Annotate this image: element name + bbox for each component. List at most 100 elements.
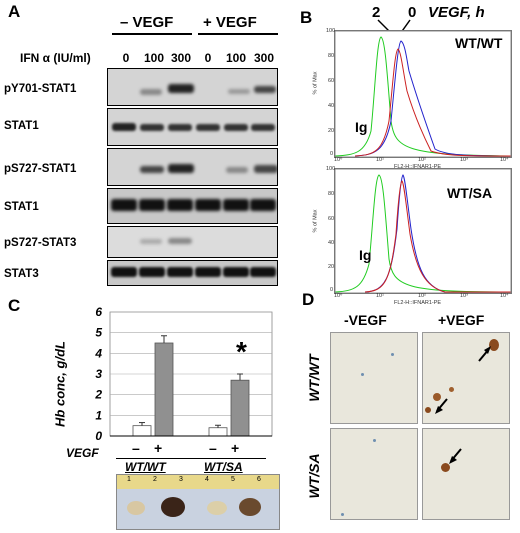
vegf-2h-curve — [364, 180, 511, 293]
xtick: 10² — [418, 157, 426, 163]
blot-strip — [107, 260, 278, 286]
band — [140, 166, 164, 173]
stained-cell — [425, 407, 431, 413]
band — [195, 199, 221, 211]
band — [111, 199, 137, 211]
stained-cell — [489, 339, 499, 351]
dose-label: 0 — [204, 51, 212, 65]
hb-ylabel: Hb conc, g/dL — [52, 341, 68, 427]
hb-bar-chart: 0 1 2 3 4 5 6 — [94, 305, 273, 443]
genotype-wtwt: WT/WT — [455, 35, 503, 51]
nucleus — [373, 439, 376, 442]
time-label-0h: 0 — [408, 4, 417, 21]
bar — [230, 379, 250, 437]
dose-label: 100 — [143, 51, 165, 65]
panel-c-letter: C — [8, 296, 21, 315]
stained-cell — [433, 393, 441, 401]
band — [139, 199, 165, 211]
band — [254, 86, 276, 93]
band — [223, 267, 249, 277]
xtick: 10⁰ — [334, 293, 343, 299]
band — [223, 199, 249, 211]
band — [251, 124, 275, 131]
y-tick-label: 0 — [95, 429, 102, 443]
ytick: 40 — [328, 240, 335, 246]
ifn-label: IFN α (IU/ml) — [20, 51, 91, 65]
ruler-mark: 1 — [127, 476, 131, 483]
ruler — [117, 475, 279, 489]
nucleus — [391, 353, 394, 356]
blot-label: STAT3 — [4, 268, 39, 280]
stained-cell — [449, 387, 454, 392]
y-tick-label: 2 — [94, 388, 102, 402]
ruler-mark: 5 — [231, 476, 235, 483]
vegf-0h-curve — [354, 40, 511, 157]
ihc-wtwt-minus — [330, 332, 418, 424]
col-plus-vegf: +VEGF — [438, 312, 485, 328]
genotype-wtsa: WT/SA — [447, 185, 493, 201]
facs-xlabel: FL2-H::IFNAR1-PE — [394, 164, 442, 170]
ruler-mark: 2 — [153, 476, 157, 483]
sign-minus-wtsa: – — [209, 440, 217, 456]
band — [168, 84, 194, 93]
row-wtsa: WT/SA — [306, 453, 322, 499]
band — [226, 167, 248, 173]
minus-vegf-underline — [112, 33, 192, 35]
blot-label: STAT1 — [4, 201, 39, 213]
plus-vegf-underline — [198, 33, 278, 35]
band — [112, 123, 136, 131]
ig-curve — [335, 36, 511, 157]
arrows — [449, 448, 462, 464]
xtick: 10¹ — [376, 293, 384, 299]
blot-strip — [107, 68, 278, 106]
band — [224, 124, 248, 131]
bar — [132, 425, 152, 437]
ihc-wtsa-minus — [330, 428, 418, 520]
ytick: 80 — [328, 53, 335, 59]
facs-ylabel: % of Max — [312, 71, 319, 95]
dose-label: 100 — [225, 51, 247, 65]
facs-curves — [335, 31, 511, 157]
ruler-mark: 6 — [257, 476, 261, 483]
ig-label: Ig — [359, 247, 372, 263]
band — [254, 165, 277, 173]
facs-ylabel: % of Max — [312, 209, 319, 233]
ytick: 40 — [328, 103, 335, 109]
y-tick-label: 1 — [95, 408, 102, 422]
blot-label: pY701-STAT1 — [4, 83, 77, 95]
arrow-head-icon — [449, 456, 457, 464]
band — [140, 239, 162, 244]
ytick: 80 — [328, 191, 335, 197]
y-tick-label: 6 — [95, 305, 102, 319]
xtick: 10³ — [460, 293, 468, 299]
xtick: 10³ — [460, 157, 468, 163]
ytick: 60 — [328, 78, 335, 84]
panel-b-letter: B — [300, 8, 313, 27]
genotype-wtwt-label: WT/WT — [125, 460, 166, 474]
y-tick-label: 5 — [95, 326, 102, 340]
stained-cell — [441, 463, 450, 472]
xtick: 10⁰ — [334, 157, 343, 163]
ytick: 100 — [326, 28, 336, 34]
dose-label: 0 — [122, 51, 130, 65]
blot-strip — [107, 108, 278, 146]
band — [196, 124, 220, 131]
ihc-wtwt-plus — [422, 332, 510, 424]
band — [228, 89, 250, 94]
minus-vegf-header: – VEGF — [120, 14, 174, 31]
sign-plus-wtwt: + — [154, 440, 163, 456]
band — [168, 238, 192, 244]
facs-curves — [335, 169, 511, 293]
ytick: 20 — [328, 264, 335, 270]
ytick: 0 — [330, 151, 334, 157]
plus-vegf-header: + VEGF — [203, 14, 257, 31]
dose-label: 300 — [170, 51, 192, 65]
plug-wtwt-minus — [127, 501, 145, 515]
xtick: 10¹ — [376, 157, 384, 163]
nucleus — [361, 373, 364, 376]
ig-curve — [335, 174, 511, 293]
dose-label: 300 — [253, 51, 275, 65]
blot-label: STAT1 — [4, 120, 39, 132]
band — [250, 199, 276, 211]
facs-plot-wtwt: WT/WT Ig — [334, 30, 512, 158]
